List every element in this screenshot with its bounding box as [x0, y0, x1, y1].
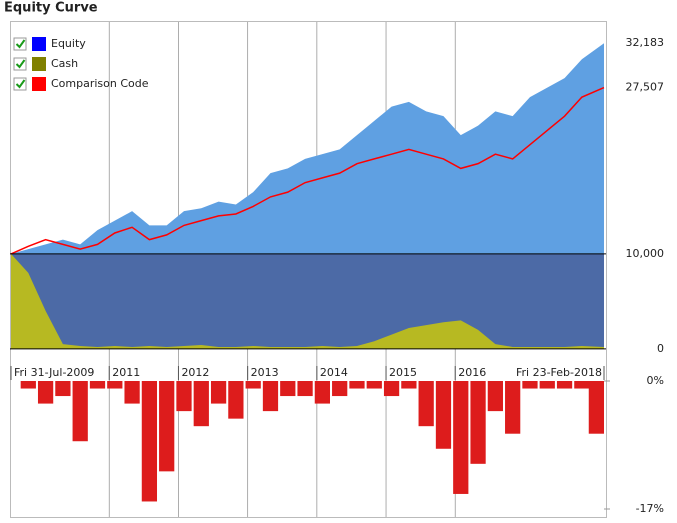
drawdown-bar [418, 381, 434, 427]
drawdown-bar [297, 381, 313, 397]
drawdown-bar [210, 381, 227, 404]
area-upper [11, 43, 604, 254]
x-tick-label: 2016 [458, 366, 486, 379]
drawdown-bar [314, 381, 331, 404]
drawdown-bar [435, 381, 452, 449]
x-tick-label: Fri 31-Jul-2009 [14, 366, 94, 379]
drawdown-bar [349, 381, 365, 389]
check-mark [15, 79, 26, 89]
y-tick-label: -17% [636, 502, 664, 515]
drawdown-bar [262, 381, 279, 412]
legend-item[interactable]: Equity [13, 37, 86, 51]
drawdown-bar [159, 381, 175, 472]
line [10, 86, 605, 255]
drawdown-bar [453, 381, 469, 494]
drawdown-bar [487, 381, 503, 412]
drawdown-bar [522, 381, 538, 389]
drawdown-bar [55, 381, 71, 397]
drawdown-bar [20, 381, 36, 389]
x-tick-label: Fri 23-Feb-2018 [516, 366, 602, 379]
drawdown-bar [332, 381, 348, 397]
drawdown-bar [588, 381, 604, 434]
y-tick-label: 27,507 [626, 81, 665, 94]
drawdown-bar [37, 381, 54, 404]
legend-label: Cash [51, 57, 78, 70]
x-tick-label: 2011 [112, 366, 140, 379]
drawdown-bar [72, 381, 88, 442]
x-tick-label: 2013 [251, 366, 279, 379]
legend-item[interactable]: Comparison Code [13, 77, 149, 91]
legend-label: Comparison Code [51, 77, 149, 90]
drawdown-bar [383, 381, 400, 397]
drawdown-bar [574, 381, 590, 389]
legend-item[interactable]: Cash [13, 57, 78, 71]
drawdown-bar [107, 381, 123, 389]
x-tick-label: 2015 [389, 366, 417, 379]
x-tick-label: 2014 [320, 366, 348, 379]
y-tick-label: 10,000 [626, 247, 665, 260]
drawdown-bar [124, 381, 140, 404]
series [10, 43, 605, 349]
drawdown-bar [245, 381, 261, 389]
legend-label: Equity [51, 37, 86, 50]
chart-title: Equity Curve [4, 1, 98, 16]
drawdown-bar [470, 381, 486, 464]
drawdown-bar [539, 381, 555, 389]
legend-swatch [32, 37, 46, 51]
drawdown-bar [228, 381, 244, 419]
drawdown-bar [556, 381, 573, 389]
legend-swatch [32, 77, 46, 91]
drawdown-bar [193, 381, 209, 427]
y-tick-label: 32,183 [626, 36, 665, 49]
legend-swatch [32, 57, 46, 71]
drawdown-bar [280, 381, 296, 397]
check-mark [15, 59, 26, 69]
y-tick-label: 0 [657, 342, 664, 355]
drawdown-bar [401, 381, 417, 389]
drawdown-bar [89, 381, 106, 389]
drawdown-bar [366, 381, 382, 389]
drawdown-bar [176, 381, 192, 412]
area [11, 253, 604, 349]
drawdown-bar [141, 381, 158, 502]
x-tick-label: 2012 [181, 366, 209, 379]
y-tick-label: 0% [647, 374, 664, 387]
check-mark [15, 39, 26, 49]
drawdown-bar [505, 381, 521, 434]
